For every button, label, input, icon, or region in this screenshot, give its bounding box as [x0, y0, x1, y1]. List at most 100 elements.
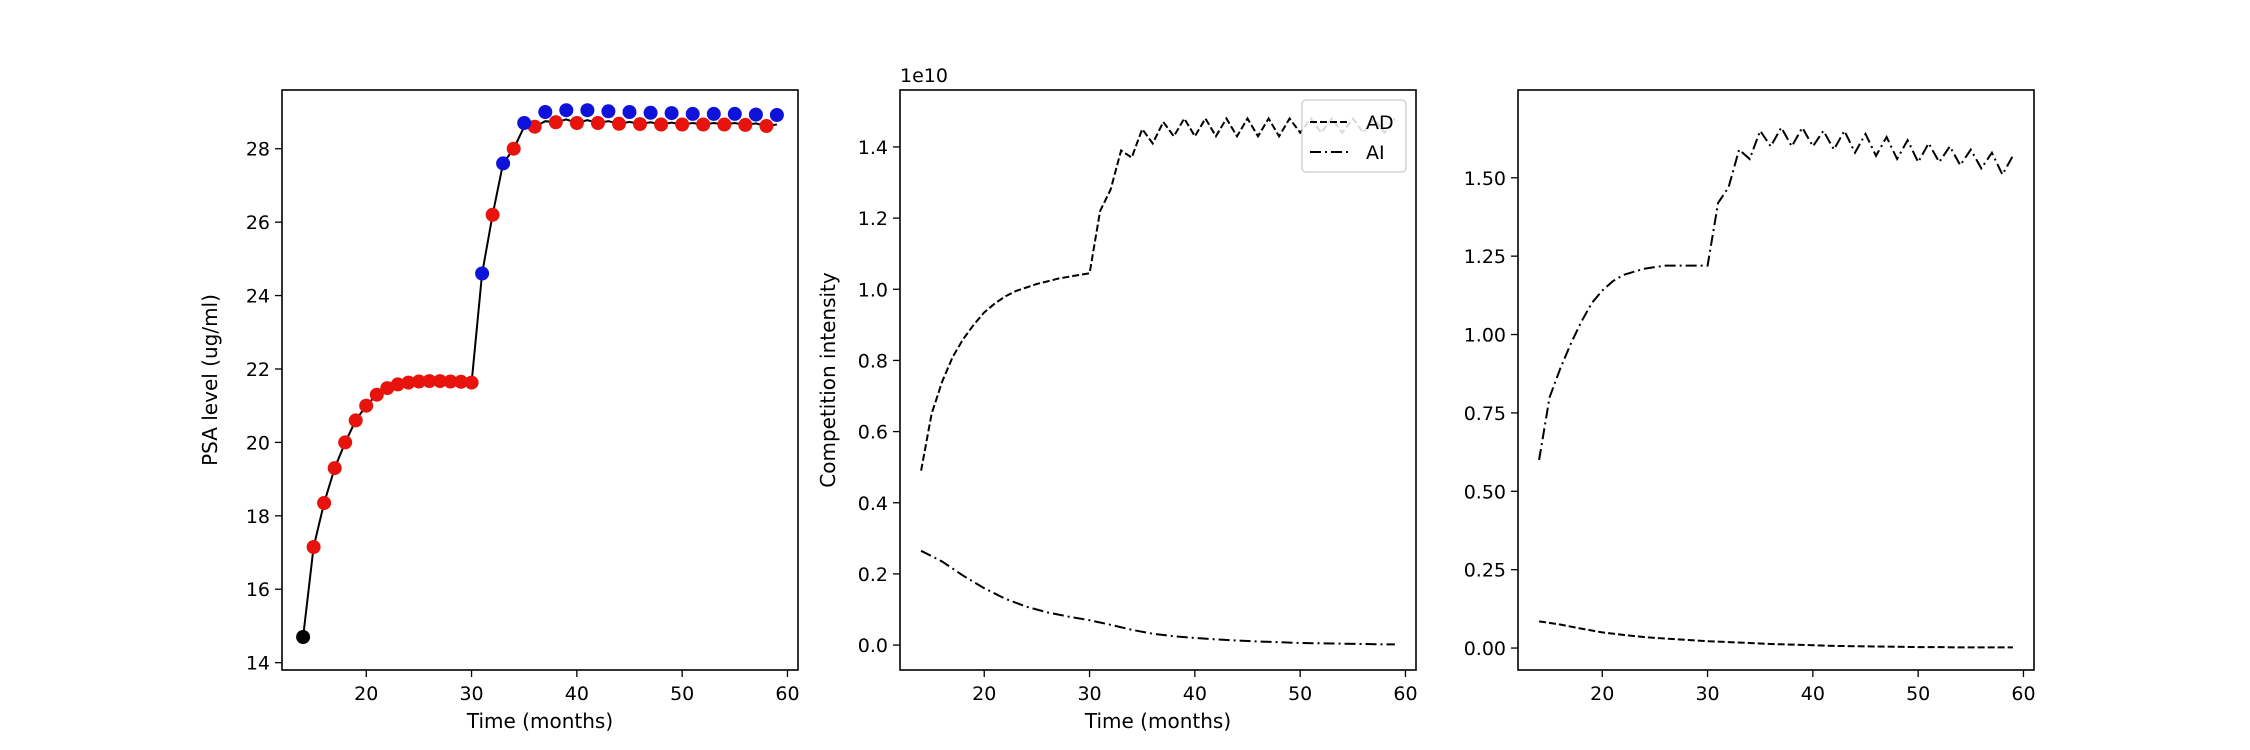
- blue-points-marker: [601, 104, 616, 119]
- red-points-marker: [506, 141, 521, 156]
- blue-points-marker: [727, 106, 742, 121]
- red-points-marker: [327, 461, 342, 476]
- y-tick-label: 16: [246, 579, 270, 601]
- competition-intensity-panel: 20 30 40 50 60 0.0 0.2 0.4 0.6 0.8 1.0 1.2 1.4 Time (…: [816, 65, 1418, 733]
- x-tick-label: 60: [2011, 683, 2035, 705]
- blue-points-marker: [622, 105, 637, 119]
- y-axis-label: Competition intensity: [816, 272, 840, 488]
- axes-frame: [899, 89, 1417, 671]
- y-tick-label: 0.25: [1464, 560, 1506, 582]
- red-points-marker: [306, 540, 321, 554]
- red-points-marker: [454, 374, 468, 389]
- series-1-line: [1538, 620, 2013, 649]
- y-tick-label: 20: [246, 432, 270, 454]
- red-points-marker: [348, 413, 363, 428]
- red-points-marker: [464, 375, 479, 390]
- y-tick-label: 1.2: [858, 208, 888, 230]
- red-points-marker: [633, 117, 647, 132]
- y-tick-label: 22: [246, 359, 270, 381]
- y-tick-label: 0.8: [858, 350, 888, 372]
- blue-points-marker: [496, 156, 511, 171]
- right-competition-panel: 20 30 40 50 60 0.00 0.25 0.50 0.75 1.00 1.25 1.50: [1464, 89, 2036, 705]
- red-points-marker: [401, 375, 416, 390]
- ad-line: [920, 116, 1396, 471]
- red-points-marker: [654, 117, 669, 132]
- y-tick-label: 18: [246, 506, 270, 528]
- blue-points-marker: [643, 105, 658, 120]
- blue-points-marker: [475, 266, 490, 281]
- legend-label-ad: AD: [1366, 112, 1394, 134]
- x-axis-label: Time (months): [466, 709, 613, 733]
- x-tick-label: 30: [459, 683, 483, 705]
- x-tick-label: 20: [1590, 683, 1614, 705]
- y-tick-label: 0.0: [858, 635, 888, 657]
- x-tick-label: 50: [1288, 683, 1312, 705]
- x-axis-label: Time (months): [1084, 709, 1231, 733]
- red-points-marker: [590, 116, 605, 130]
- y-tick-label: 1.4: [858, 137, 888, 159]
- x-tick-label: 40: [1183, 683, 1207, 705]
- red-points-marker: [433, 374, 447, 389]
- y-tick-label: 0.6: [858, 422, 888, 444]
- red-points-marker: [422, 374, 437, 389]
- red-points-marker: [359, 398, 374, 413]
- y-tick-label: 26: [246, 212, 270, 234]
- red-points-marker: [675, 117, 690, 132]
- x-tick-label: 60: [775, 683, 799, 705]
- x-tick-label: 50: [670, 683, 694, 705]
- blue-points-marker: [559, 103, 574, 118]
- y-tick-label: 1.00: [1464, 325, 1506, 347]
- x-tick-label: 50: [1906, 683, 1930, 705]
- trajectory-line-line: [302, 118, 778, 638]
- legend-box: [1301, 99, 1407, 173]
- blue-points-marker: [517, 116, 532, 130]
- x-tick-label: 20: [354, 683, 378, 705]
- x-tick-label: 20: [972, 683, 996, 705]
- red-points-marker: [411, 374, 426, 389]
- y-tick-label: 28: [246, 139, 270, 161]
- y-tick-label: 1.0: [858, 279, 888, 301]
- axes-frame: [1517, 89, 2035, 671]
- x-tick-label: 40: [565, 683, 589, 705]
- psa-level-panel: 20 30 40 50 60 14 16 18 20 22 24 26 28 Time (months) P…: [198, 89, 800, 733]
- red-points-marker: [485, 207, 500, 222]
- blue-points-marker: [706, 106, 721, 121]
- red-points-marker: [696, 117, 711, 132]
- red-points-marker: [390, 377, 405, 392]
- y-tick-label: 24: [246, 286, 270, 308]
- y-tick-label: 0.00: [1464, 638, 1506, 660]
- red-points-marker: [443, 374, 458, 389]
- y-axis-label: PSA level (ug/ml): [198, 294, 222, 466]
- red-points-marker: [612, 116, 626, 131]
- legend-label-ai: AI: [1366, 142, 1385, 164]
- red-points-marker: [380, 381, 395, 396]
- red-points-marker: [338, 435, 353, 450]
- red-points-marker: [317, 496, 332, 510]
- blue-points-marker: [748, 107, 763, 122]
- series-0-line: [1538, 125, 2014, 461]
- red-points-marker: [717, 117, 732, 132]
- y-tick-label: 1.25: [1464, 246, 1506, 268]
- x-tick-label: 40: [1801, 683, 1825, 705]
- initial-point-marker: [296, 630, 311, 644]
- y-tick-label: 0.4: [858, 493, 888, 515]
- y-offset-label: 1e10: [900, 65, 948, 87]
- x-tick-label: 30: [1077, 683, 1101, 705]
- y-tick-label: 0.75: [1464, 403, 1506, 425]
- y-tick-label: 0.2: [858, 564, 888, 586]
- red-points-marker: [369, 387, 384, 402]
- y-tick-label: 1.50: [1464, 168, 1506, 190]
- y-tick-label: 0.50: [1464, 481, 1506, 503]
- x-tick-label: 60: [1393, 683, 1417, 705]
- blue-points-marker: [664, 106, 679, 121]
- x-tick-label: 30: [1695, 683, 1719, 705]
- ai-line: [920, 549, 1395, 646]
- y-tick-label: 14: [246, 653, 270, 675]
- blue-points-marker: [580, 103, 595, 118]
- blue-points-marker: [685, 106, 700, 121]
- blue-points-marker: [769, 108, 784, 122]
- blue-points-marker: [538, 105, 553, 119]
- red-points-marker: [759, 119, 774, 133]
- red-points-marker: [569, 116, 584, 130]
